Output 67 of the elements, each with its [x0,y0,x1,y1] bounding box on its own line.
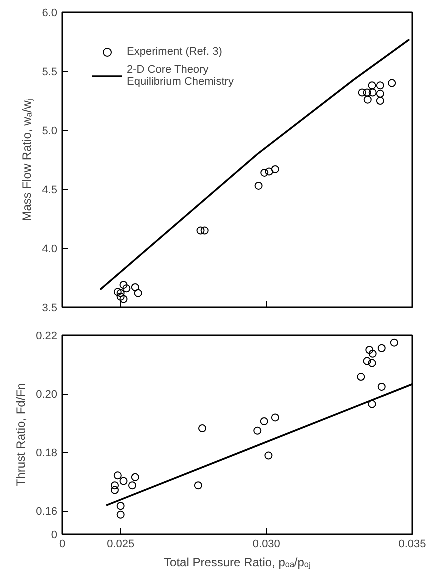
x-tick-label: 0.035 [398,538,426,550]
y-tick-label: 6.0 [42,8,58,20]
point [198,424,206,433]
point [122,284,131,293]
point [116,510,125,519]
y-tick-label: 0.20 [36,389,58,402]
point [376,97,384,105]
y-tick-label: 0.22 [36,330,58,342]
point [120,477,128,486]
point [264,452,273,460]
point [368,88,377,97]
point [366,346,374,354]
legend-label: 2-D Core Theory Equilibrium Chemistry [127,64,234,88]
x-tick-label: 0.030 [252,538,280,550]
line-series [100,38,410,291]
x-axis-title: Total Pressure Ratio, pₒₐ/pₒⱼ [164,556,311,570]
point [368,82,376,90]
point [368,400,376,408]
y-tick-label: 0.16 [36,506,58,518]
point [368,350,377,358]
point [368,359,376,368]
point [271,165,280,174]
point [388,79,396,88]
point [378,383,386,391]
point [134,289,142,298]
point [260,418,268,426]
point [363,357,372,366]
y-tick-label: 4.0 [42,244,58,256]
point [364,96,372,104]
y-tick-label: 5.0 [42,126,58,138]
point [358,88,366,97]
x-tick-label: 0.025 [107,538,135,550]
point [116,292,125,301]
point [376,90,384,98]
y-tick-label: 0 [51,530,58,542]
point [200,226,209,235]
y-axis-title: Mass Flow Ratio, wₐ/wⱼ [20,98,34,222]
point [111,482,119,490]
point [378,344,386,352]
point [120,281,128,290]
point [254,182,263,190]
point [271,414,280,422]
point [260,168,269,177]
point [114,288,122,296]
point [265,168,274,176]
point [390,338,398,347]
point [120,295,128,304]
y-tick-label: 0.18 [36,448,58,460]
point [111,486,119,494]
point [114,472,122,480]
point [131,283,140,292]
point [357,373,366,382]
y-tick-label: 5.5 [42,66,58,78]
y-tick-label: 3.5 [42,302,58,314]
point [194,482,202,490]
point [196,226,205,235]
point [363,88,372,97]
y-axis-title: Thrust Ratio, Fd/Fn [14,383,28,487]
point [116,502,125,510]
legend-label: Experiment (Ref. 3) [127,46,222,58]
point [128,482,136,490]
point [131,473,140,482]
y-tick-label: 4.5 [42,184,58,196]
point [116,289,125,298]
point [376,82,384,90]
point [254,426,262,435]
x-tick-label: 0 [59,538,66,550]
